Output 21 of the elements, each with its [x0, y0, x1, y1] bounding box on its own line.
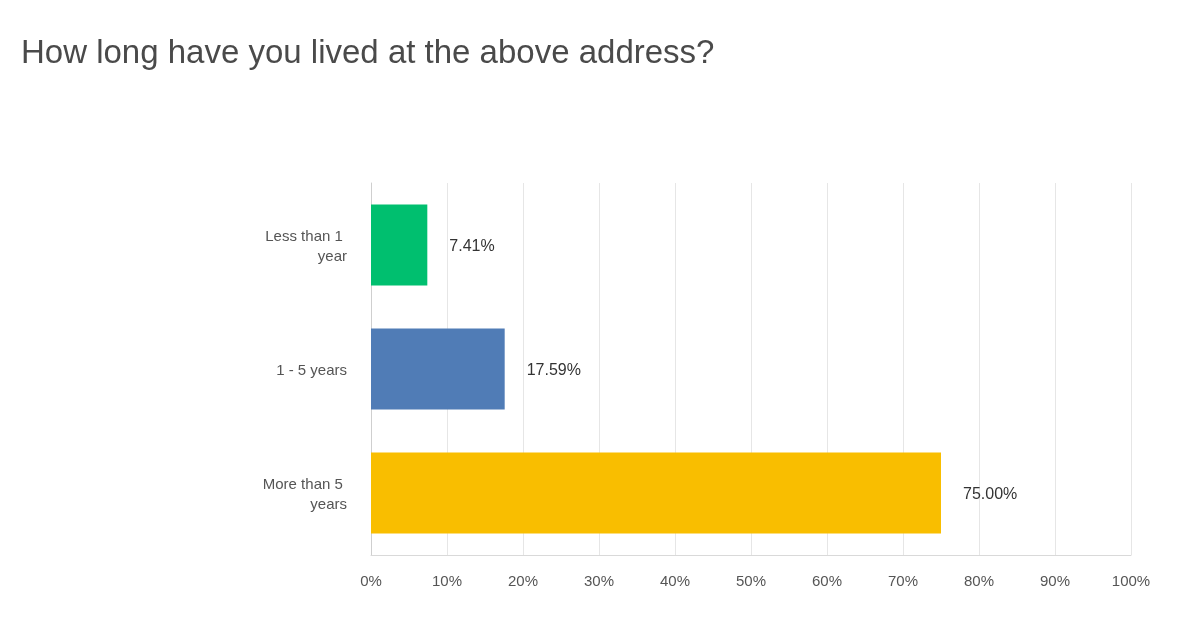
data-label: 75.00%: [963, 484, 1018, 502]
y-tick-label: More than 5 years: [262, 474, 347, 512]
y-tick-label: Less than 1 year: [265, 226, 347, 264]
x-tick-label: 60%: [811, 572, 843, 589]
x-tick-label: 10%: [431, 572, 463, 589]
bar: [371, 452, 941, 534]
x-tick-label: 50%: [735, 572, 767, 589]
x-tick-label: 30%: [583, 572, 615, 589]
x-tick-label: 70%: [887, 572, 919, 589]
x-tick-label: 90%: [1039, 572, 1071, 589]
x-tick-label: 0%: [360, 572, 382, 589]
bar: [371, 328, 505, 410]
x-tick-label: 20%: [507, 572, 539, 589]
x-tick-label: 100%: [1111, 572, 1151, 589]
y-tick-label: 1 - 5 years: [276, 360, 347, 378]
data-label: 17.59%: [526, 360, 581, 378]
x-tick-label: 80%: [963, 572, 995, 589]
chart-title: How long have you lived at the above address?: [21, 33, 715, 70]
x-tick-label: 40%: [659, 572, 691, 589]
bar: [371, 204, 428, 286]
data-label: 7.41%: [449, 236, 495, 254]
